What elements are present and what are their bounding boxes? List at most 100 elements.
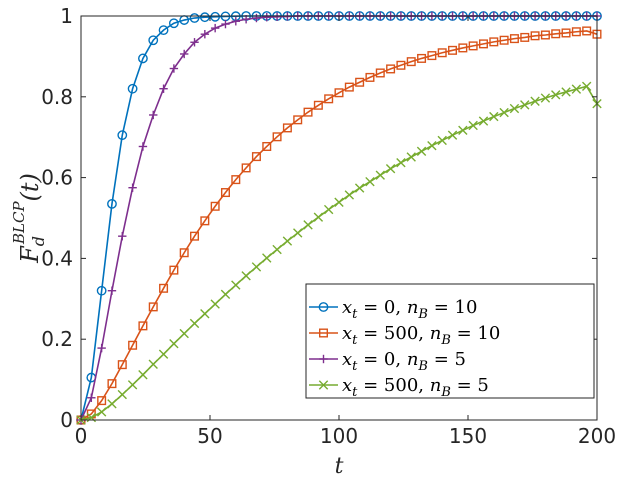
legend-label: xt = 0, nB = 10	[342, 297, 477, 322]
y-tick-label: 0.4	[41, 246, 73, 270]
data-point	[87, 393, 96, 402]
data-point	[354, 183, 365, 193]
data-point	[581, 81, 592, 91]
data-point	[571, 27, 581, 37]
data-point	[571, 84, 582, 94]
data-point	[499, 35, 509, 45]
data-point	[561, 28, 571, 38]
data-point	[159, 84, 168, 93]
data-point	[416, 146, 427, 157]
data-point	[499, 107, 509, 118]
data-point	[190, 38, 199, 47]
y-label-arg: (t)	[16, 173, 44, 201]
data-point	[138, 370, 148, 380]
data-point	[551, 90, 561, 100]
data-point	[447, 130, 458, 140]
data-point	[149, 110, 158, 120]
data-point	[540, 93, 551, 103]
data-point	[252, 13, 261, 23]
data-point	[551, 29, 561, 39]
data-point	[282, 123, 292, 133]
legend-marker	[318, 302, 329, 312]
data-point	[169, 265, 179, 275]
data-point	[293, 115, 303, 125]
data-point	[117, 360, 127, 370]
data-point	[169, 338, 179, 349]
data-point	[179, 248, 189, 258]
data-point	[200, 309, 210, 319]
x-tick-label: 100	[320, 424, 358, 448]
data-point	[427, 140, 437, 151]
data-point	[159, 283, 169, 293]
data-point	[210, 11, 221, 22]
data-point	[168, 18, 179, 29]
data-point	[231, 175, 241, 185]
data-point	[158, 25, 169, 36]
data-point	[231, 17, 240, 26]
data-point	[138, 321, 148, 331]
data-point	[303, 107, 313, 117]
data-point	[323, 204, 334, 215]
legend-entry-2: xt = 500, nB = 10	[309, 323, 500, 348]
data-point	[520, 32, 530, 42]
data-point	[180, 49, 189, 59]
data-point	[138, 53, 148, 64]
data-point	[344, 190, 355, 200]
data-point	[509, 34, 519, 44]
y-tick-label: 0.6	[41, 166, 73, 190]
data-point	[385, 164, 396, 174]
y-tick-label: 1	[60, 4, 73, 28]
data-point	[530, 96, 540, 106]
data-point	[220, 188, 230, 198]
legend-box	[305, 283, 595, 399]
data-point	[437, 135, 447, 146]
data-point	[189, 318, 200, 329]
x-tick-label: 200	[578, 424, 616, 448]
data-point	[355, 77, 365, 87]
data-point	[169, 64, 179, 73]
data-point	[282, 236, 293, 246]
data-point	[107, 286, 117, 295]
data-point	[128, 340, 138, 350]
data-point	[158, 349, 169, 359]
data-point	[148, 302, 158, 312]
data-point	[262, 253, 272, 263]
data-point	[200, 216, 210, 226]
data-point	[117, 389, 127, 400]
legend-marker	[319, 354, 328, 364]
data-point	[365, 176, 375, 187]
data-point	[262, 141, 272, 151]
legend-entry-4: xt = 500, nB = 5	[309, 375, 489, 400]
y-axis-label: FdBLCP(t)	[10, 173, 48, 264]
data-point	[582, 26, 592, 36]
ticks-layer: 0 50 100 150 200 0 0.2 0.4 0.6 0.8 1	[41, 4, 616, 448]
data-point	[489, 37, 499, 47]
data-point	[468, 41, 478, 51]
y-label-sub: d	[29, 236, 48, 246]
data-point	[272, 132, 282, 142]
data-point	[396, 60, 406, 70]
data-point	[417, 53, 427, 63]
data-point	[96, 407, 107, 417]
data-point	[199, 12, 210, 23]
data-point	[148, 359, 158, 369]
legend-label: xt = 500, nB = 10	[342, 323, 500, 348]
data-point	[272, 244, 282, 255]
y-label-sup: BLCP	[10, 201, 28, 245]
data-point	[221, 19, 230, 29]
data-point	[210, 201, 220, 211]
x-tick-label: 0	[75, 424, 88, 448]
data-point	[458, 125, 468, 136]
data-point	[375, 68, 385, 78]
data-point	[520, 100, 530, 110]
data-point	[406, 57, 416, 67]
y-tick-label: 0.2	[41, 327, 73, 351]
data-point	[127, 380, 138, 390]
data-point	[334, 88, 344, 98]
legend-label: xt = 0, nB = 5	[342, 349, 466, 374]
data-point	[138, 142, 148, 151]
data-point	[303, 220, 313, 230]
data-point	[427, 51, 437, 61]
